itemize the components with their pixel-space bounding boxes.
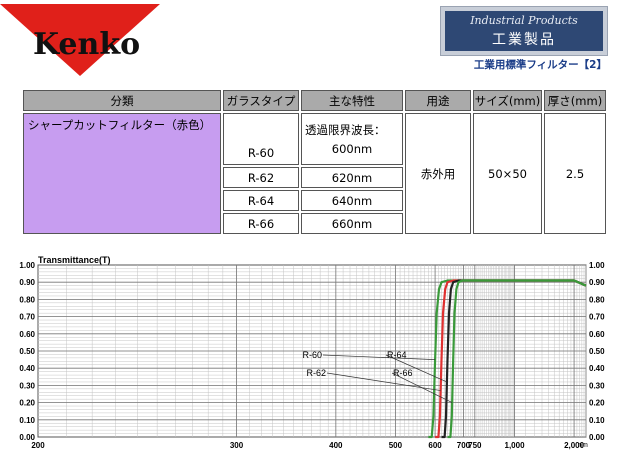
- kenko-logo: Kenko: [0, 0, 160, 78]
- chart-series: [428, 279, 587, 439]
- y-tick-label-right: 0.10: [589, 416, 605, 425]
- x-tick-label: 750: [468, 441, 482, 450]
- annotation-leader: [391, 372, 453, 403]
- annotation-label-r-60: R-60: [302, 350, 322, 360]
- x-tick-label: 2,000: [564, 441, 585, 450]
- col-header-usage: 用途: [405, 90, 471, 111]
- x-tick-label: 500: [389, 441, 403, 450]
- wavelength-cell: 620nm: [301, 167, 403, 188]
- y-tick-label-right: 0.00: [589, 433, 605, 442]
- y-tick-label-left: 0.30: [19, 381, 35, 390]
- y-tick-label-right: 0.20: [589, 399, 605, 408]
- y-tick-label-left: 0.20: [19, 399, 35, 408]
- characteristic-label: 透過限界波長：: [305, 123, 386, 137]
- spec-table: 分類 ガラスタイプ 主な特性 用途 サイズ(mm) 厚さ(mm) シャープカット…: [21, 88, 608, 236]
- table-row: R-62 620nm: [23, 167, 606, 188]
- wavelength-cell: 640nm: [301, 190, 403, 211]
- y-tick-label-left: 0.10: [19, 416, 35, 425]
- glass-type-cell: R-62: [223, 167, 299, 188]
- y-tick-label-right: 0.80: [589, 295, 605, 304]
- y-tick-label-right: 1.00: [589, 261, 605, 270]
- y-tick-label-left: 0.60: [19, 330, 35, 339]
- annotation-label-r-62: R-62: [306, 368, 326, 378]
- size-cell: 50×50: [473, 113, 542, 234]
- badge-english-text: Industrial Products: [470, 14, 578, 27]
- x-tick-label: 200: [31, 441, 45, 450]
- glass-type-cell: R-60: [223, 113, 299, 165]
- table-row: シャープカットフィルター（赤色） R-60 透過限界波長： 600nm 赤外用 …: [23, 113, 606, 234]
- page-subtitle: 工業用標準フィルター【2】: [473, 59, 607, 71]
- chart-grid: [37, 264, 587, 438]
- y-tick-label-left: 0.00: [19, 433, 35, 442]
- chart-ticks: 0.00 0.00 0.10 0.10 0.20 0.20 0.30 0.30 0.40 0.40…: [19, 261, 605, 450]
- annotation-leader: [385, 354, 448, 383]
- col-header-category: 分類: [23, 90, 221, 111]
- x-unit-label: nm: [578, 442, 588, 449]
- x-tick-label: 600: [428, 441, 442, 450]
- y-tick-label-right: 0.90: [589, 278, 605, 287]
- y-tick-label-right: 0.30: [589, 381, 605, 390]
- usage-cell: 赤外用: [405, 113, 471, 234]
- y-tick-label-left: 1.00: [19, 261, 35, 270]
- thickness-cell: 2.5: [544, 113, 606, 234]
- glass-type-cell: R-64: [223, 190, 299, 211]
- annotation-leader: [322, 354, 436, 360]
- logo-triangle: [0, 4, 160, 76]
- annotation-label-r-66: R-66: [393, 368, 413, 378]
- y-tick-label-right: 0.60: [589, 330, 605, 339]
- y-tick-label-right: 0.40: [589, 364, 605, 373]
- col-header-glass-type: ガラスタイプ: [223, 90, 299, 111]
- y-axis-label: Transmittance(T): [38, 255, 111, 265]
- category-cell: シャープカットフィルター（赤色）: [23, 113, 221, 234]
- logo-text: Kenko: [33, 27, 140, 62]
- y-tick-label-left: 0.80: [19, 295, 35, 304]
- wavelength-cell: 660nm: [301, 213, 403, 234]
- col-header-size: サイズ(mm): [473, 90, 542, 111]
- series-line-r-66: [447, 279, 587, 439]
- y-tick-label-left: 0.40: [19, 364, 35, 373]
- characteristic-cell: 透過限界波長： 600nm: [301, 113, 403, 165]
- glass-type-cell: R-66: [223, 213, 299, 234]
- chart-annotations: R-60 R-62 R-64 R-66: [302, 350, 453, 403]
- col-header-thickness: 厚さ(mm): [544, 90, 606, 111]
- y-tick-label-left: 0.90: [19, 278, 35, 287]
- table-row: R-66 660nm: [23, 213, 606, 234]
- x-tick-label: 1,000: [505, 441, 526, 450]
- y-tick-label-right: 0.50: [589, 347, 605, 356]
- y-tick-label-right: 0.70: [589, 313, 605, 322]
- x-tick-label: 400: [329, 441, 343, 450]
- transmittance-chart: Transmittance(T) 0.00 0.00 0.10 0.10 0.20 0.2…: [19, 255, 605, 450]
- y-tick-label-left: 0.70: [19, 313, 35, 322]
- badge-japanese-text: 工業製品: [492, 32, 556, 48]
- wavelength-value: 600nm: [331, 142, 373, 156]
- col-header-characteristic: 主な特性: [301, 90, 403, 111]
- table-header-row: 分類 ガラスタイプ 主な特性 用途 サイズ(mm) 厚さ(mm): [23, 90, 606, 111]
- table-row: R-64 640nm: [23, 190, 606, 211]
- x-tick-label: 300: [230, 441, 244, 450]
- annotation-label-r-64: R-64: [387, 350, 407, 360]
- industrial-products-badge: Industrial Products 工業製品: [440, 6, 608, 56]
- x-tick-label: 700: [457, 441, 471, 450]
- y-tick-label-left: 0.50: [19, 347, 35, 356]
